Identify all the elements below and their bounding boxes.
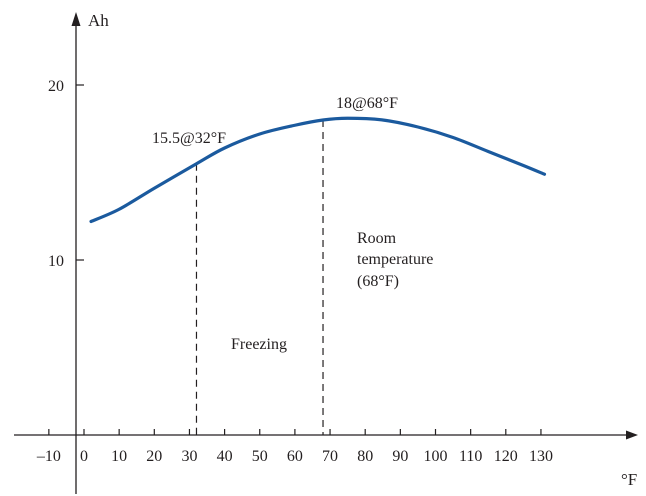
y-axis-arrow-icon [71,12,81,26]
x-tick-label: 30 [181,448,197,465]
y-ticks: 10 20 [48,78,84,270]
annotation-room-line-3: (68°F) [357,273,399,290]
annotation-freezing: Freezing [231,336,287,353]
x-tick-label: –10 [36,448,61,465]
x-tick-label: 100 [424,448,448,465]
x-tick-label: 120 [494,448,518,465]
x-axis-label: °F [621,470,637,489]
x-tick-label: 80 [357,448,373,465]
annotation-room-line-1: Room [357,230,397,247]
x-tick-label: 50 [252,448,268,465]
y-tick-label: 10 [48,253,64,270]
x-tick-label: 60 [287,448,303,465]
reference-lines [195,120,324,435]
series [89,116,547,224]
annotations: 15.5@32°F 18@68°F Freezing Room temperat… [152,95,433,353]
x-tick-label: 70 [322,448,338,465]
x-axis-arrow-icon [626,430,638,440]
x-tick-label: 10 [111,448,127,465]
x-tick-label: 90 [392,448,408,465]
x-tick-label: 20 [146,448,162,465]
y-axis-label: Ah [88,11,109,30]
x-tick-label: 40 [217,448,233,465]
axes: Ah °F [14,11,638,494]
x-tick-label: 130 [529,448,553,465]
y-tick-label: 20 [48,78,64,95]
x-tick-label: 0 [80,448,88,465]
annotation-room-line-2: temperature [357,251,433,268]
annotation-freezing-point: 15.5@32°F [152,130,226,147]
x-ticks: –10 0 10 20 30 40 50 60 70 80 90 100 110 120 130 [36,429,553,465]
annotation-room-point: 18@68°F [336,95,398,112]
series-line [89,116,547,224]
x-tick-label: 110 [459,448,482,465]
